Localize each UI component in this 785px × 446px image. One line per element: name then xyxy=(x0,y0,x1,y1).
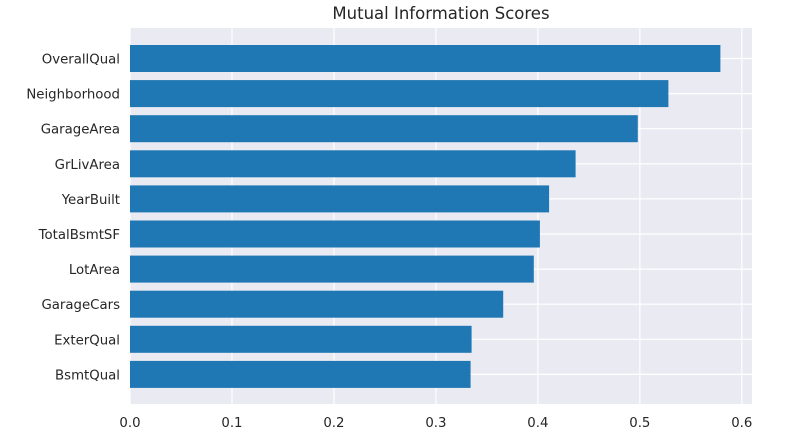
y-tick-label: YearBuilt xyxy=(61,193,120,208)
x-tick-label: 0.1 xyxy=(221,416,242,431)
y-tick-labels: OverallQual Neighborhood GarageArea GrLivAr… xyxy=(26,53,120,384)
x-tick-label: 0.5 xyxy=(629,416,650,431)
x-tick-labels: 0.0 0.1 0.2 0.3 0.4 0.5 0.6 xyxy=(119,416,752,431)
y-tick-label: TotalBsmtSF xyxy=(38,228,120,243)
y-tick-label: Neighborhood xyxy=(26,88,120,103)
chart-title: Mutual Information Scores xyxy=(332,4,549,23)
x-tick-label: 0.4 xyxy=(527,416,548,431)
bar-overallqual xyxy=(130,45,721,72)
bar-neighborhood xyxy=(130,80,669,108)
bar-totalbsmtsf xyxy=(130,220,540,248)
y-tick-label: OverallQual xyxy=(42,53,120,68)
bar-grlivarea xyxy=(130,150,576,178)
bar-bsmtqual xyxy=(130,360,471,388)
x-tick-label: 0.2 xyxy=(323,416,344,431)
bar-yearbuilt xyxy=(130,185,550,213)
y-tick-label: GarageArea xyxy=(41,123,120,138)
x-tick-label: 0.0 xyxy=(119,416,140,431)
bar-garagearea xyxy=(130,115,638,143)
y-tick-label: ExterQual xyxy=(54,333,120,348)
y-tick-label: GrLivArea xyxy=(55,158,120,173)
x-tick-label: 0.6 xyxy=(731,416,752,431)
bars xyxy=(130,45,721,388)
y-tick-label: LotArea xyxy=(69,263,120,278)
bar-garagecars xyxy=(130,290,504,318)
y-tick-label: GarageCars xyxy=(41,298,120,313)
y-tick-label: BsmtQual xyxy=(55,368,120,383)
bar-exterqual xyxy=(130,325,472,353)
x-tick-label: 0.3 xyxy=(425,416,446,431)
bar-lotarea xyxy=(130,255,534,283)
